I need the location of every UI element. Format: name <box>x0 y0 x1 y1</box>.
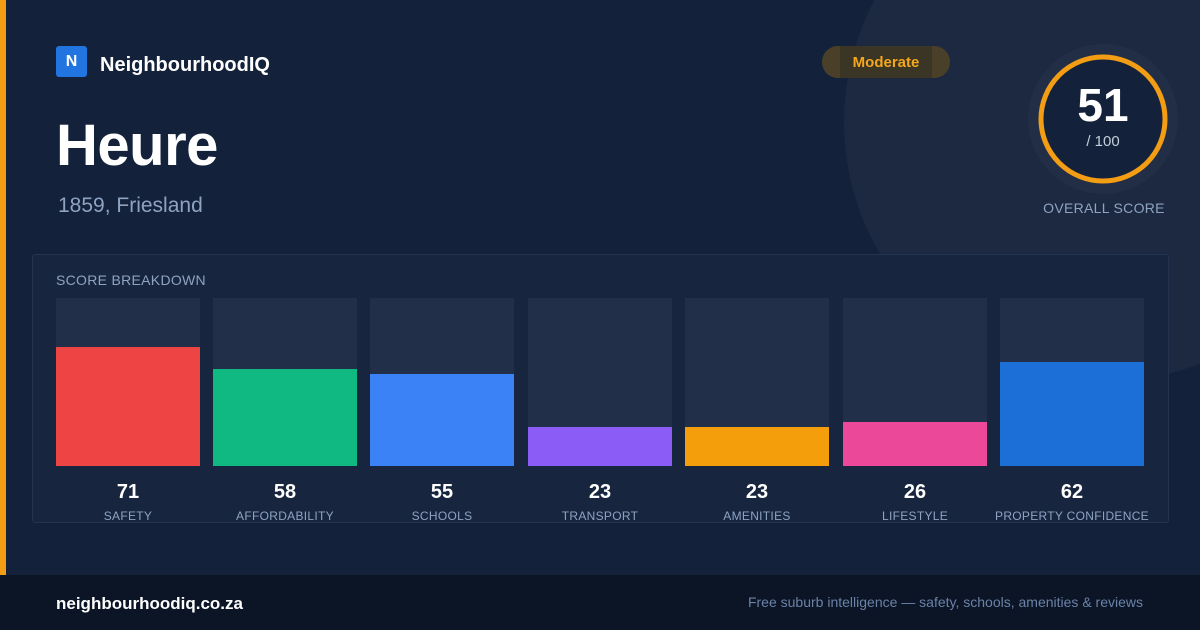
breakdown-item: 71 SAFETY <box>56 298 200 523</box>
footer <box>0 575 1200 630</box>
rating-badge-cap-left <box>822 46 840 78</box>
score-ring-graphic <box>1028 44 1178 194</box>
breakdown-bar-fill <box>685 427 829 466</box>
breakdown-bar-track <box>685 298 829 466</box>
rating-badge-label: Moderate <box>852 53 920 71</box>
breakdown-bar-track <box>213 298 357 466</box>
overall-score-label: OVERALL SCORE <box>1043 200 1165 216</box>
breakdown-bar-track <box>370 298 514 466</box>
rating-badge: Moderate <box>822 46 950 78</box>
rating-badge-cap-right <box>932 46 950 78</box>
accent-stripe <box>0 0 6 575</box>
score-breakdown-title: SCORE BREAKDOWN <box>56 272 206 288</box>
breakdown-label: SAFETY <box>103 509 153 523</box>
breakdown-label: SCHOOLS <box>411 509 473 523</box>
breakdown-bar-fill <box>528 427 672 466</box>
breakdown-value: 26 <box>903 481 927 503</box>
overall-score-value: 51 <box>1077 79 1129 131</box>
footer-domain: neighbourhoodiq.co.za <box>56 594 243 613</box>
brand-logo-icon: N <box>56 46 87 77</box>
breakdown-bar-fill <box>213 369 357 466</box>
breakdown-label: PROPERTY CONFIDENCE <box>995 509 1149 523</box>
breakdown-value: 62 <box>1060 481 1084 503</box>
breakdown-bar-track <box>843 298 987 466</box>
score-ring-progress <box>1038 54 1168 184</box>
breakdown-bar-fill <box>1000 362 1144 466</box>
breakdown-item: 23 TRANSPORT <box>528 298 672 523</box>
breakdown-item: 26 LIFESTYLE <box>843 298 987 523</box>
brand: N NeighbourhoodIQ <box>56 46 270 77</box>
suburb-name: Heure <box>56 113 218 178</box>
breakdown-value: 55 <box>430 481 454 503</box>
breakdown-value: 23 <box>588 481 612 503</box>
breakdown-bar-track <box>56 298 200 466</box>
breakdown-bar-fill <box>56 347 200 466</box>
breakdown-item: 62 PROPERTY CONFIDENCE <box>995 298 1149 523</box>
breakdown-item: 23 AMENITIES <box>685 298 829 523</box>
breakdown-bar-track <box>528 298 672 466</box>
suburb-location: 1859, Friesland <box>58 194 203 217</box>
breakdown-label: TRANSPORT <box>561 509 639 523</box>
brand-name: NeighbourhoodIQ <box>100 54 270 76</box>
breakdown-label: LIFESTYLE <box>881 509 949 523</box>
breakdown-value: 23 <box>745 481 769 503</box>
breakdown-bar-track <box>1000 298 1144 466</box>
breakdown-value: 71 <box>116 481 140 503</box>
breakdown-label: AFFORDABILITY <box>236 509 334 523</box>
breakdown-bar-fill <box>843 422 987 466</box>
breakdown-value: 58 <box>273 481 297 503</box>
breakdown-item: 55 SCHOOLS <box>370 298 514 523</box>
breakdown-bar-fill <box>370 374 514 466</box>
overall-score-max: / 100 <box>1086 133 1120 150</box>
breakdown-item: 58 AFFORDABILITY <box>213 298 357 523</box>
footer-tagline: Free suburb intelligence — safety, schoo… <box>747 594 1143 610</box>
overall-score-ring: 51 / 100 <box>1028 44 1178 194</box>
breakdown-label: AMENITIES <box>723 509 791 523</box>
